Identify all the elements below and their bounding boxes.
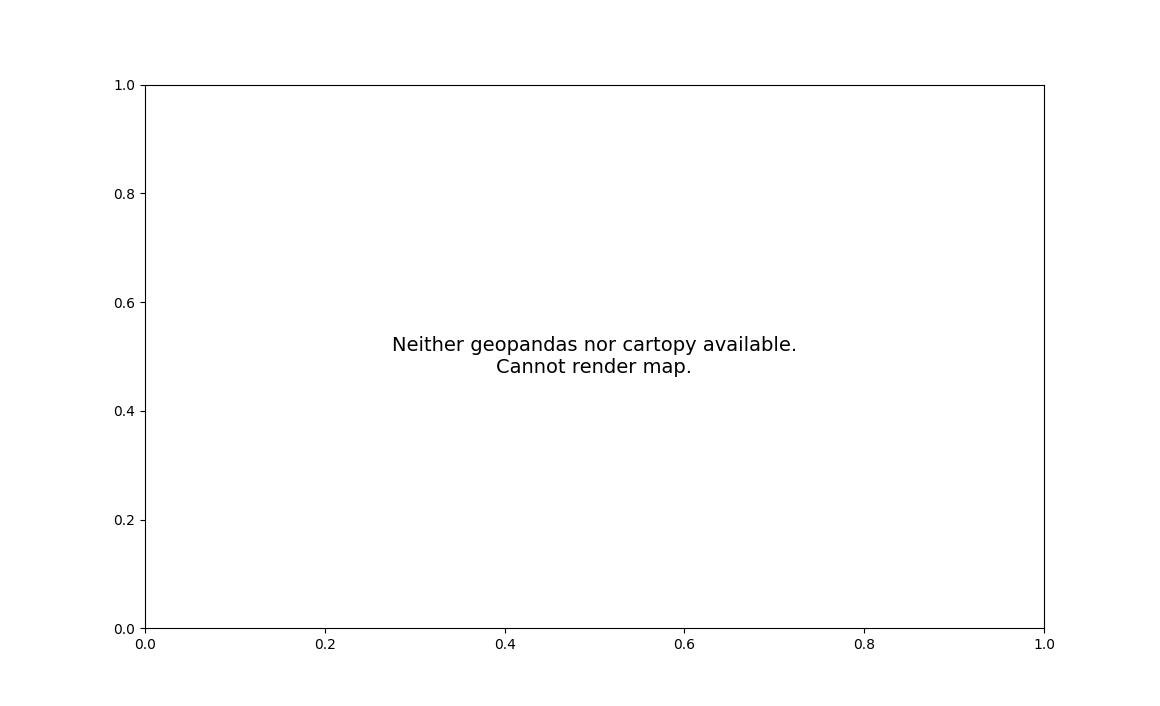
Text: Neither geopandas nor cartopy available.
Cannot render map.: Neither geopandas nor cartopy available.… bbox=[392, 336, 797, 377]
